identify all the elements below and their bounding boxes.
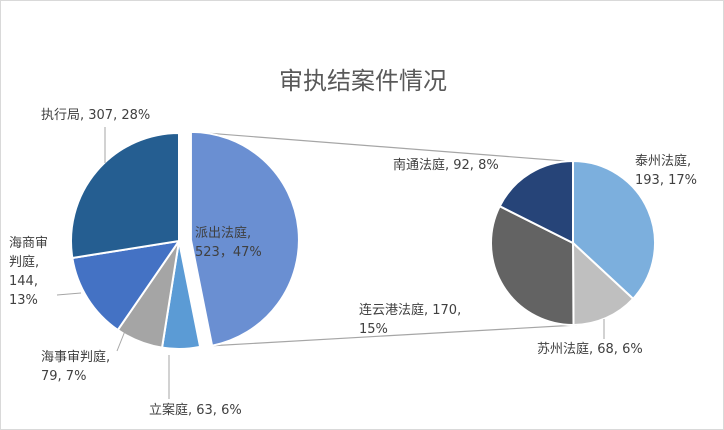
primary-label-执行局: 执行局, 307, 28% [41, 108, 150, 123]
primary-label-立案庭: 立案庭, 63, 6% [149, 402, 242, 418]
primary-label-line: 判庭, [9, 254, 39, 270]
primary-label-海商审判庭: 海商审判庭, 144, 13% [9, 236, 48, 308]
primary-label-line: 79, 7% [41, 369, 86, 384]
primary-label-line: 144, [9, 274, 38, 289]
leader-lines [56, 127, 605, 399]
secondary-slice-泰州法庭 [572, 159, 656, 301]
primary-slice-海商审判庭 [71, 239, 182, 332]
primary-slice-派出法庭 [189, 130, 300, 347]
secondary-label-line: 连云港法庭, 170, [359, 302, 461, 318]
primary-label-line: 13% [9, 293, 38, 308]
secondary-slice-南通法庭 [498, 159, 574, 245]
secondary-label-line: 193, 17% [635, 173, 697, 188]
primary-label-派出法庭: 派出法庭, 523，47% [195, 225, 262, 260]
secondary-label-南通法庭: 南通法庭, 92, 8% [393, 157, 499, 173]
connector-line-top [190, 131, 566, 162]
primary-label-line: 海事审判庭, [41, 349, 110, 365]
primary-label-line: 派出法庭, [195, 225, 251, 241]
secondary-slice-苏州法庭 [571, 240, 635, 327]
secondary-label-苏州法庭: 苏州法庭, 68, 6% [537, 341, 643, 357]
secondary-slice-连云港法庭 [490, 204, 575, 327]
primary-leader-line-海事审判庭 [116, 330, 126, 352]
primary-label-line: 523，47% [195, 245, 262, 260]
primary-label-line: 执行局, 307, 28% [41, 108, 150, 123]
secondary-pie [490, 159, 656, 327]
chart-title: 审执结案件情况 [279, 67, 447, 95]
primary-pie [70, 130, 300, 350]
connector-lines [190, 131, 578, 347]
secondary-label-line: 南通法庭, 92, 8% [393, 157, 499, 173]
primary-label-海事审判庭: 海事审判庭, 79, 7% [41, 349, 110, 384]
secondary-label-泰州法庭: 泰州法庭, 193, 17% [635, 153, 697, 188]
secondary-label-line: 苏州法庭, 68, 6% [537, 341, 643, 357]
secondary-label-连云港法庭: 连云港法庭, 170, 15% [359, 302, 461, 337]
primary-label-line: 海商审 [9, 236, 48, 251]
primary-label-line: 立案庭, 63, 6% [149, 402, 242, 418]
secondary-label-line: 泰州法庭, [635, 153, 691, 169]
primary-slice-执行局 [70, 131, 180, 260]
connector-line-bottom [212, 324, 578, 347]
secondary-label-line: 15% [359, 322, 388, 337]
data-labels: 派出法庭, 523，47% 立案庭, 63, 6% 海事审判庭, 79, 7% 海商审判庭… [9, 108, 697, 418]
primary-leader-line-海商审判庭 [56, 292, 82, 296]
